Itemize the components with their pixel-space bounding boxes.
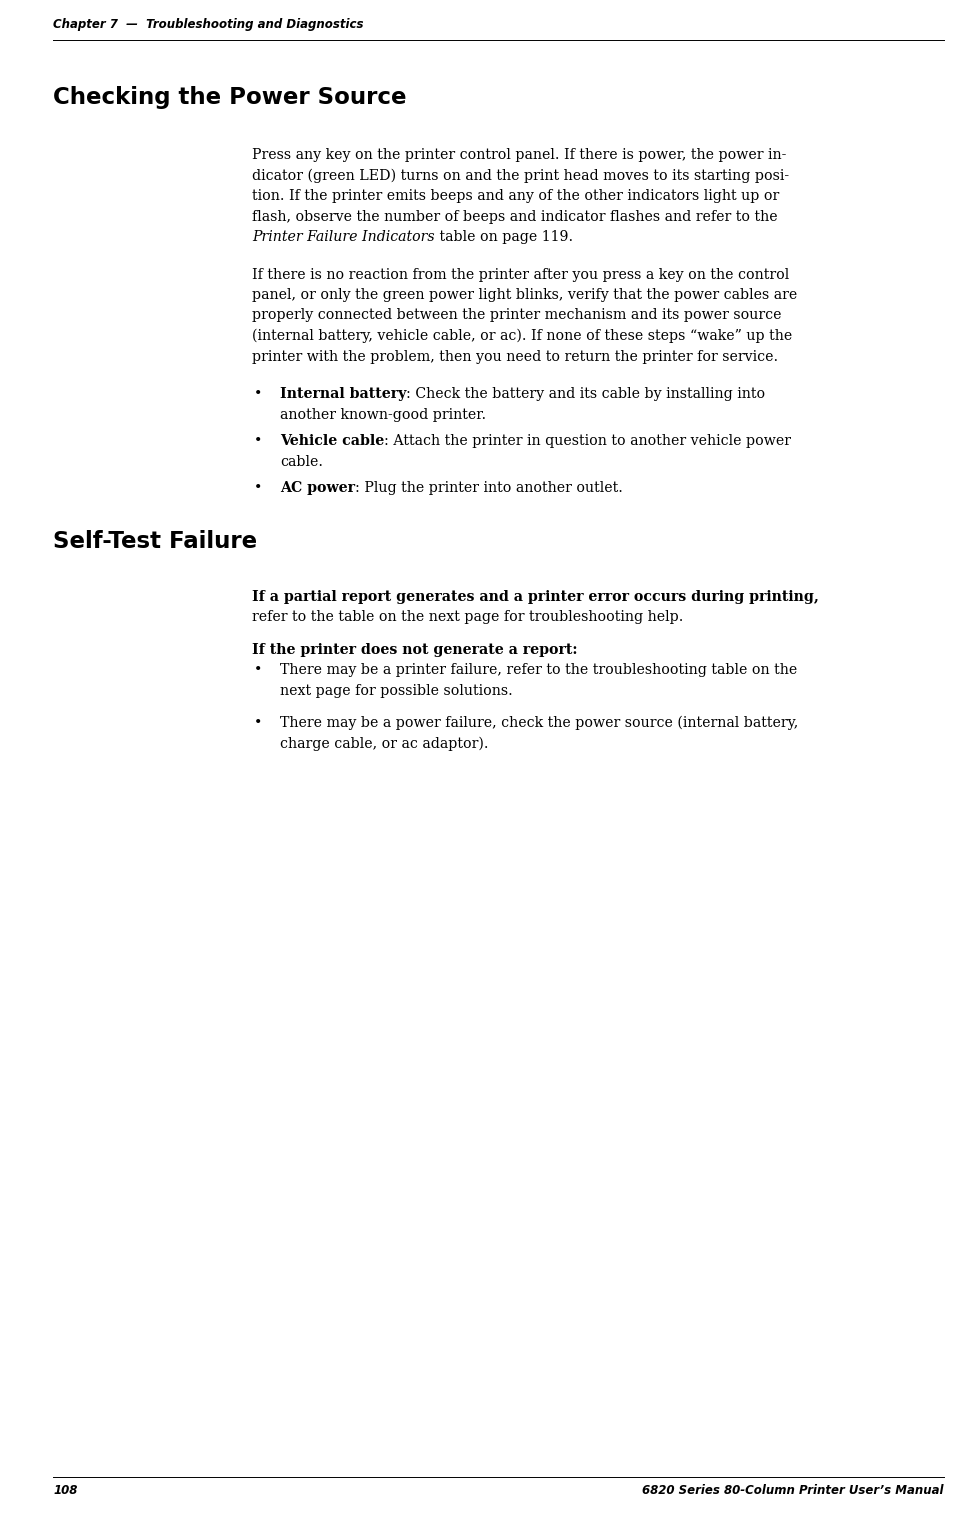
Text: dicator (green LED) turns on and the print head moves to its starting posi-: dicator (green LED) turns on and the pri… (252, 168, 789, 183)
Text: •: • (254, 480, 262, 495)
Text: : Attach the printer in question to another vehicle power: : Attach the printer in question to anot… (385, 433, 791, 448)
Text: another known-good printer.: another known-good printer. (280, 408, 486, 421)
Text: •: • (254, 433, 262, 448)
Text: properly connected between the printer mechanism and its power source: properly connected between the printer m… (252, 309, 781, 323)
Text: •: • (254, 664, 262, 677)
Text: 6820 Series 80-Column Printer User’s Manual: 6820 Series 80-Column Printer User’s Man… (643, 1485, 944, 1497)
Text: There may be a printer failure, refer to the troubleshooting table on the: There may be a printer failure, refer to… (280, 664, 798, 677)
Text: If a partial report generates and a printer error occurs during printing,: If a partial report generates and a prin… (252, 589, 819, 603)
Text: Printer Failure Indicators: Printer Failure Indicators (252, 230, 434, 244)
Text: If the printer does not generate a report:: If the printer does not generate a repor… (252, 642, 578, 656)
Text: table on page 119.: table on page 119. (434, 230, 573, 244)
Text: Vehicle cable: Vehicle cable (280, 433, 385, 448)
Text: •: • (254, 717, 262, 730)
Text: Internal battery: Internal battery (280, 386, 406, 401)
Text: tion. If the printer emits beeps and any of the other indicators light up or: tion. If the printer emits beeps and any… (252, 189, 779, 203)
Text: : Check the battery and its cable by installing into: : Check the battery and its cable by ins… (406, 386, 766, 401)
Text: cable.: cable. (280, 454, 323, 468)
Text: AC power: AC power (280, 480, 355, 495)
Text: printer with the problem, then you need to return the printer for service.: printer with the problem, then you need … (252, 350, 778, 364)
Text: panel, or only the green power light blinks, verify that the power cables are: panel, or only the green power light bli… (252, 288, 798, 301)
Text: If there is no reaction from the printer after you press a key on the control: If there is no reaction from the printer… (252, 268, 789, 282)
Text: 108: 108 (53, 1485, 77, 1497)
Text: Press any key on the printer control panel. If there is power, the power in-: Press any key on the printer control pan… (252, 148, 786, 162)
Text: flash, observe the number of beeps and indicator flashes and refer to the: flash, observe the number of beeps and i… (252, 209, 777, 224)
Text: There may be a power failure, check the power source (internal battery,: There may be a power failure, check the … (280, 717, 799, 730)
Text: Self-Test Failure: Self-Test Failure (53, 530, 257, 553)
Text: (internal battery, vehicle cable, or ac). If none of these steps “wake” up the: (internal battery, vehicle cable, or ac)… (252, 329, 792, 344)
Text: •: • (254, 386, 262, 401)
Text: : Plug the printer into another outlet.: : Plug the printer into another outlet. (355, 480, 623, 495)
Text: refer to the table on the next page for troubleshooting help.: refer to the table on the next page for … (252, 611, 684, 624)
Text: Chapter 7  —  Troubleshooting and Diagnostics: Chapter 7 — Troubleshooting and Diagnost… (53, 18, 363, 30)
Text: charge cable, or ac adaptor).: charge cable, or ac adaptor). (280, 736, 489, 751)
Text: Checking the Power Source: Checking the Power Source (53, 86, 406, 109)
Text: next page for possible solutions.: next page for possible solutions. (280, 683, 512, 697)
